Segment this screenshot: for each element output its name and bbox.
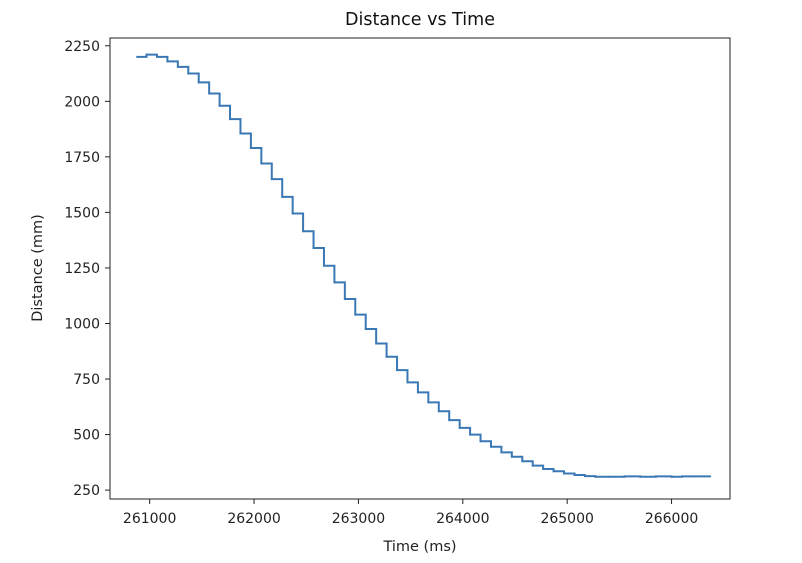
- data-point: [166, 60, 169, 63]
- y-tick-label: 2250: [64, 39, 100, 55]
- x-tick-label: 262000: [227, 511, 280, 527]
- data-point: [500, 451, 503, 454]
- data-point: [364, 328, 367, 331]
- data-point: [594, 475, 597, 478]
- data-point: [542, 468, 545, 471]
- plot-area: [136, 53, 712, 478]
- series-line: [137, 53, 711, 478]
- data-point: [654, 475, 657, 478]
- data-point: [573, 474, 576, 477]
- data-point: [448, 419, 451, 422]
- plot-frame: [109, 37, 731, 500]
- data-point: [479, 440, 482, 443]
- data-point: [187, 72, 190, 75]
- data-point: [354, 313, 357, 316]
- data-point: [208, 92, 211, 95]
- data-point: [270, 178, 273, 181]
- data-point: [218, 104, 221, 107]
- chart-title: Distance vs Time: [345, 10, 495, 30]
- data-point: [416, 391, 419, 394]
- x-tick-label: 265000: [540, 511, 593, 527]
- x-tick-label: 266000: [645, 511, 698, 527]
- data-point: [563, 472, 566, 475]
- y-axis-ticks: 250 500 750 1000 1250 1500 1750 2000 2250: [64, 39, 110, 499]
- data-point: [343, 298, 346, 301]
- y-tick-label: 1750: [64, 150, 100, 166]
- y-tick-label: 750: [73, 372, 100, 388]
- data-point: [375, 342, 378, 345]
- y-tick-label: 1500: [64, 205, 100, 221]
- data-point: [229, 118, 232, 121]
- data-point: [469, 433, 472, 436]
- x-axis-ticks: 261000 262000 263000 264000 265000 266000: [123, 499, 698, 527]
- data-point: [260, 162, 263, 165]
- data-point: [291, 212, 294, 215]
- data-point: [136, 55, 139, 58]
- data-point: [427, 401, 430, 404]
- data-point: [521, 460, 524, 463]
- data-point: [552, 470, 555, 473]
- y-axis-label: Distance (mm): [30, 214, 46, 322]
- data-point: [680, 475, 683, 478]
- data-point: [670, 475, 673, 478]
- data-point: [458, 426, 461, 429]
- data-point: [197, 81, 200, 84]
- data-point: [406, 381, 409, 384]
- data-point: [322, 264, 325, 267]
- y-tick-label: 2000: [64, 94, 100, 110]
- data-point: [281, 195, 284, 198]
- data-point: [145, 53, 148, 56]
- y-tick-label: 250: [73, 483, 100, 499]
- data-point: [239, 132, 242, 135]
- x-axis-label: Time (ms): [382, 539, 456, 555]
- data-point: [302, 230, 305, 233]
- data-point: [176, 65, 179, 68]
- y-tick-label: 1000: [64, 316, 100, 332]
- data-point: [396, 369, 399, 372]
- data-point: [510, 455, 513, 458]
- data-point: [531, 464, 534, 467]
- x-tick-label: 263000: [332, 511, 385, 527]
- x-tick-label: 261000: [123, 511, 176, 527]
- data-point: [623, 475, 626, 478]
- data-point: [639, 475, 642, 478]
- data-point: [709, 475, 712, 478]
- data-point: [249, 146, 252, 149]
- data-point: [385, 355, 388, 358]
- data-point: [691, 475, 694, 478]
- x-tick-label: 264000: [436, 511, 489, 527]
- data-point: [437, 410, 440, 413]
- y-tick-label: 1250: [64, 261, 100, 277]
- data-point: [583, 475, 586, 478]
- y-tick-label: 500: [73, 428, 100, 444]
- data-point: [489, 445, 492, 448]
- data-point: [607, 475, 610, 478]
- data-point: [155, 55, 158, 58]
- data-point: [312, 246, 315, 249]
- data-point: [333, 281, 336, 284]
